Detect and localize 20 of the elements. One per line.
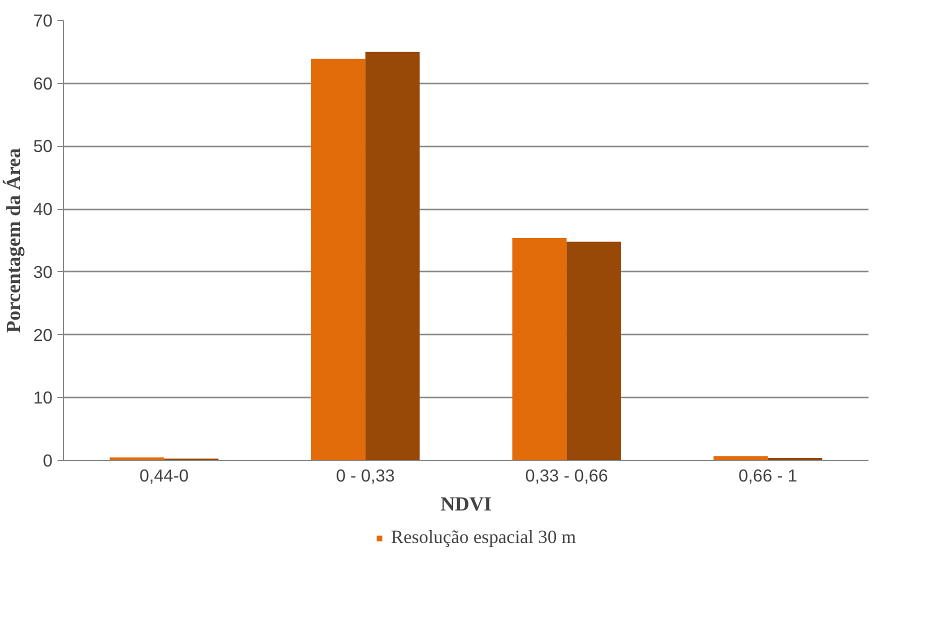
y-tick-label: 50 (33, 136, 53, 156)
legend-label: Resolução espacial 30 m (391, 527, 576, 549)
y-tick-label: 40 (33, 199, 53, 220)
y-axis-title: Porcentagem da Área (2, 148, 26, 333)
y-tick-label: 10 (33, 388, 53, 408)
x-axis-title: NDVI (440, 494, 492, 516)
x-tick-label: 0 - 0,33 (336, 466, 395, 486)
x-tick-label: 0,66 - 1 (738, 466, 798, 486)
bar (566, 242, 621, 460)
x-tick-label: 0,33 - 0,66 (525, 466, 608, 486)
y-tick-label: 70 (33, 10, 53, 30)
y-tick-label: 60 (33, 73, 53, 94)
bar (365, 52, 420, 460)
y-tick-label: 20 (33, 324, 53, 345)
bar (512, 238, 567, 460)
bar (714, 456, 768, 460)
x-tick-label: 0,44-0 (140, 466, 189, 486)
bar (311, 58, 366, 460)
y-tick-label: 0 (42, 450, 53, 470)
y-tick-label: 30 (33, 262, 53, 282)
